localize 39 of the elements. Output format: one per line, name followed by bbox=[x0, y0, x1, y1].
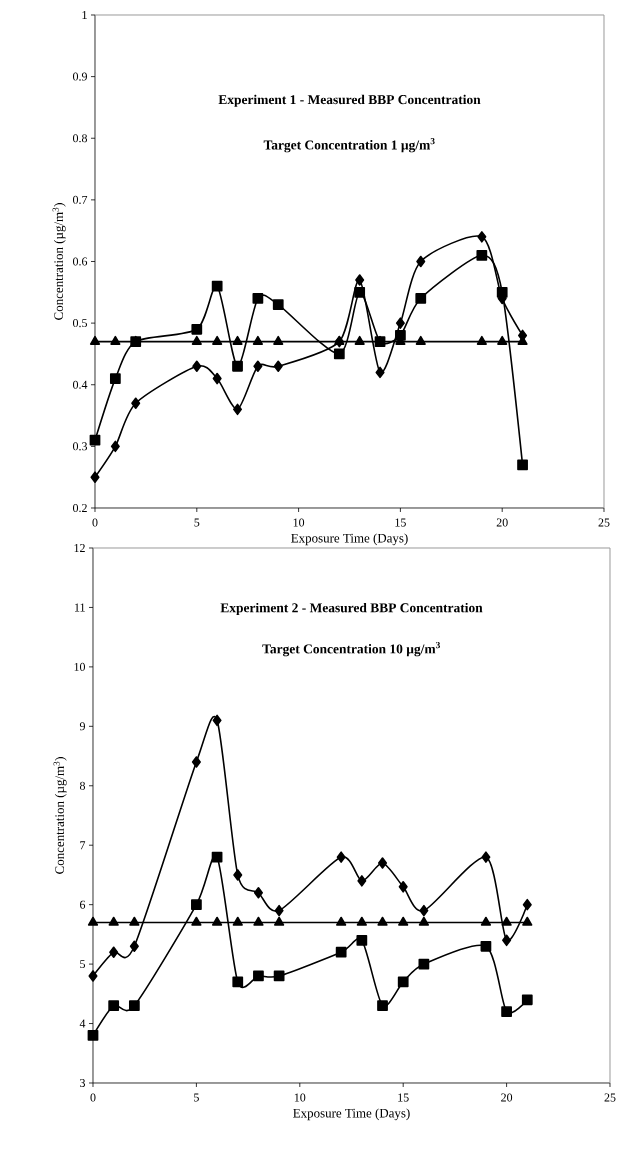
text: Target Concentration 10 µg/m$^{3}$ bbox=[262, 641, 441, 657]
x-tick-label: 15 bbox=[398, 1093, 409, 1102]
x-tick-label: 20 bbox=[501, 1093, 513, 1102]
y-tick-label: 10 bbox=[74, 662, 86, 671]
x-axis-title: Exposure Time (Days) bbox=[291, 533, 408, 546]
x-tick-label: 10 bbox=[294, 1093, 306, 1102]
x-tick-label: 0 bbox=[92, 518, 98, 527]
x-axis-title: Exposure Time (Days) bbox=[293, 1108, 410, 1121]
x-tick-label: 20 bbox=[496, 518, 508, 527]
y-tick-label: 8 bbox=[79, 781, 86, 790]
y-tick-label: 0.6 bbox=[72, 257, 88, 266]
y-tick-label: 0.3 bbox=[72, 442, 88, 451]
y-tick-label: 4 bbox=[79, 1019, 86, 1028]
x-tick-label: 25 bbox=[598, 518, 610, 527]
x-tick-label: 0 bbox=[90, 1093, 96, 1102]
y-tick-label: 0.7 bbox=[72, 195, 88, 204]
y-tick-label: 7 bbox=[80, 841, 86, 850]
text: Target Concentration 1 µg/m$^{3}$ bbox=[263, 137, 435, 153]
y-axis-title: Concentration (µg/m$^{3}$) bbox=[52, 203, 66, 320]
y-tick-label: 3 bbox=[80, 1078, 86, 1087]
y-tick-label: 0.8 bbox=[72, 134, 88, 143]
x-tick-label: 5 bbox=[194, 1093, 199, 1102]
y-tick-label: 9 bbox=[79, 722, 85, 731]
y-tick-label: 0.5 bbox=[72, 319, 88, 328]
x-tick-label: 5 bbox=[194, 518, 200, 527]
x-tick-label: 15 bbox=[395, 518, 406, 527]
x-tick-label: 25 bbox=[604, 1093, 616, 1102]
y-tick-label: 11 bbox=[75, 603, 85, 612]
text: Experiment 1 - Measured BBP Concentration bbox=[218, 94, 481, 107]
y-tick-label: 0.4 bbox=[72, 380, 88, 389]
text: Experiment 2 - Measured BBP Concentration bbox=[220, 602, 483, 616]
y-tick-label: 5 bbox=[80, 960, 86, 969]
y-axis-title: Concentration (µg/m$^{3}$) bbox=[53, 757, 67, 874]
y-tick-label: 12 bbox=[74, 544, 85, 552]
x-tick-label: 10 bbox=[293, 518, 305, 527]
y-tick-label: 1 bbox=[82, 11, 87, 19]
y-tick-label: 0.2 bbox=[72, 503, 87, 513]
y-tick-label: 6 bbox=[80, 900, 86, 909]
y-tick-label: 0.9 bbox=[72, 72, 87, 81]
